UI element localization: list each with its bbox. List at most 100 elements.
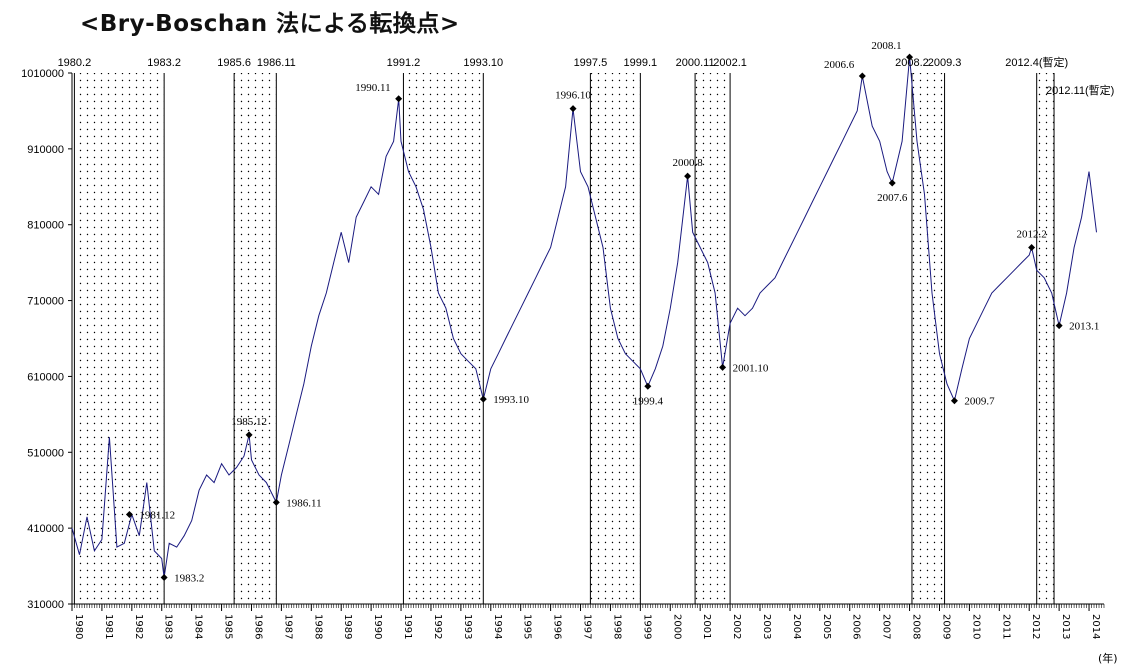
y-tick-label: 510000	[27, 447, 64, 459]
turning-point-annotation: 2013.1	[1069, 321, 1099, 333]
y-tick-label: 1010000	[21, 68, 64, 80]
x-tick-label: 2004	[791, 614, 802, 639]
x-tick-label: 1990	[372, 614, 383, 639]
x-tick-label: 1999	[641, 614, 652, 639]
turning-point-marker	[719, 363, 727, 371]
turning-point-marker	[950, 397, 958, 405]
turning-point-annotation: 1999.4	[633, 395, 664, 407]
x-tick-label: 1992	[432, 614, 443, 639]
turning-point-label: 1983.2	[147, 57, 181, 69]
turning-point-labels: 1980.2 1983.2 1985.6 1986.11 1991.2 1993.10 19…	[58, 55, 1115, 97]
shaded-period-4	[695, 73, 731, 604]
x-axis-ticks: 1980 1981 1982 1983 1984 1985 1986 1987 1988 1989…	[71, 604, 1105, 639]
x-tick-label: 2012	[1030, 614, 1041, 639]
x-tick-label: 2009	[940, 614, 951, 639]
turning-point-label: 2000.11	[676, 57, 715, 69]
turning-point-marker	[1028, 243, 1036, 251]
x-tick-label: 1996	[552, 614, 563, 639]
x-tick-label: 2002	[731, 614, 742, 639]
x-tick-label: 1993	[462, 614, 473, 639]
x-tick-label: 2014	[1090, 614, 1101, 639]
recession-shading	[74, 73, 1055, 604]
turning-point-annotation: 2000.8	[672, 157, 703, 169]
turning-point-marker	[1055, 322, 1063, 330]
turning-point-marker	[644, 382, 652, 390]
series-line	[71, 57, 1097, 578]
turning-point-marker	[888, 179, 896, 187]
turning-point-annotation: 1993.10	[493, 394, 529, 406]
turning-point-annotation: 1990.11	[355, 82, 390, 94]
turning-point-annotation: 1985.12	[231, 416, 267, 428]
shaded-period-6	[1036, 73, 1055, 604]
x-tick-label: 2010	[970, 614, 981, 639]
x-tick-label: 2000	[671, 614, 682, 639]
turning-point-annotation: 2009.7	[964, 396, 995, 408]
turning-point-label: 1993.10	[463, 57, 503, 69]
turning-point-marker	[684, 172, 692, 180]
y-tick-label: 710000	[27, 296, 64, 308]
shaded-period-3	[590, 73, 641, 604]
x-tick-label: 2013	[1060, 614, 1071, 639]
x-tick-label: 1991	[402, 614, 413, 639]
turning-point-marker	[160, 573, 168, 581]
turning-point-annotation: 1983.2	[174, 572, 204, 584]
turning-point-annotation: 2006.6	[824, 59, 855, 71]
x-tick-label: 1982	[133, 614, 144, 639]
x-tick-label: 1985	[223, 614, 234, 639]
turning-point-marker	[395, 95, 403, 103]
turning-point-annotation: 2012.2	[1016, 228, 1046, 240]
x-tick-label: 2008	[911, 614, 922, 639]
turning-point-label: 2008.2	[895, 57, 929, 69]
turning-point-label: 2012.4(暫定)	[1005, 55, 1068, 69]
x-tick-label: 2007	[881, 614, 892, 639]
turning-point-annotation: 2001.10	[733, 362, 769, 374]
turning-point-marker	[272, 498, 280, 506]
turning-point-marker	[906, 53, 914, 61]
x-tick-label: 2011	[1000, 614, 1011, 639]
x-tick-label: 1987	[282, 614, 293, 639]
x-tick-label: 1983	[163, 614, 174, 639]
x-tick-label: 2005	[821, 614, 832, 639]
turning-point-label: 1991.2	[387, 57, 421, 69]
shaded-period-1	[234, 73, 277, 604]
turning-point-annotation: 1986.11	[286, 497, 321, 509]
y-tick-label: 610000	[27, 371, 64, 383]
turning-point-lines	[73, 73, 1055, 604]
turning-point-annotation: 2008.1	[871, 40, 901, 52]
turning-point-label: 1980.2	[58, 57, 92, 69]
turning-point-label: 1985.6	[217, 57, 251, 69]
shaded-period-2	[403, 73, 484, 604]
x-tick-label: 1984	[193, 614, 204, 639]
y-axis-ticks: 310000 410000 510000 610000 710000 810000 9100…	[21, 68, 72, 611]
turning-point-annotation: 2007.6	[877, 192, 908, 204]
turning-point-marker	[858, 72, 866, 80]
turning-point-marker	[569, 105, 577, 113]
x-tick-label: 1995	[522, 614, 533, 639]
series-path	[71, 57, 1097, 578]
turning-point-label: 1986.11	[257, 57, 296, 69]
y-tick-label: 910000	[27, 144, 64, 156]
x-tick-label: 1997	[582, 614, 593, 639]
x-tick-label: 1994	[492, 614, 503, 639]
turning-point-markers: 1981.12 1983.2 1985.12 1986.11 1990.11 1993.1…	[125, 40, 1099, 584]
x-tick-label: 1998	[611, 614, 622, 639]
turning-point-label: 1997.5	[574, 57, 608, 69]
turning-point-label: 2009.3	[928, 57, 962, 69]
x-tick-label: 2003	[761, 614, 772, 639]
x-tick-label: 2006	[851, 614, 862, 639]
turning-point-marker	[125, 510, 133, 518]
page-title: <Bry-Boschan 法による転換点>	[80, 11, 460, 37]
turning-point-label: 2002.1	[713, 57, 747, 69]
x-tick-label: 1981	[103, 614, 114, 639]
turning-point-marker	[479, 395, 487, 403]
x-axis-unit-label: (年)	[1098, 651, 1118, 665]
x-tick-label: 1986	[252, 614, 263, 639]
x-tick-label: 1989	[342, 614, 353, 639]
y-tick-label: 310000	[27, 599, 64, 611]
turning-point-marker	[245, 431, 253, 439]
shaded-period-0	[74, 73, 165, 604]
turning-point-label: 1999.1	[624, 57, 658, 69]
turning-point-annotation: 1981.12	[139, 509, 175, 521]
y-tick-label: 810000	[27, 220, 64, 232]
